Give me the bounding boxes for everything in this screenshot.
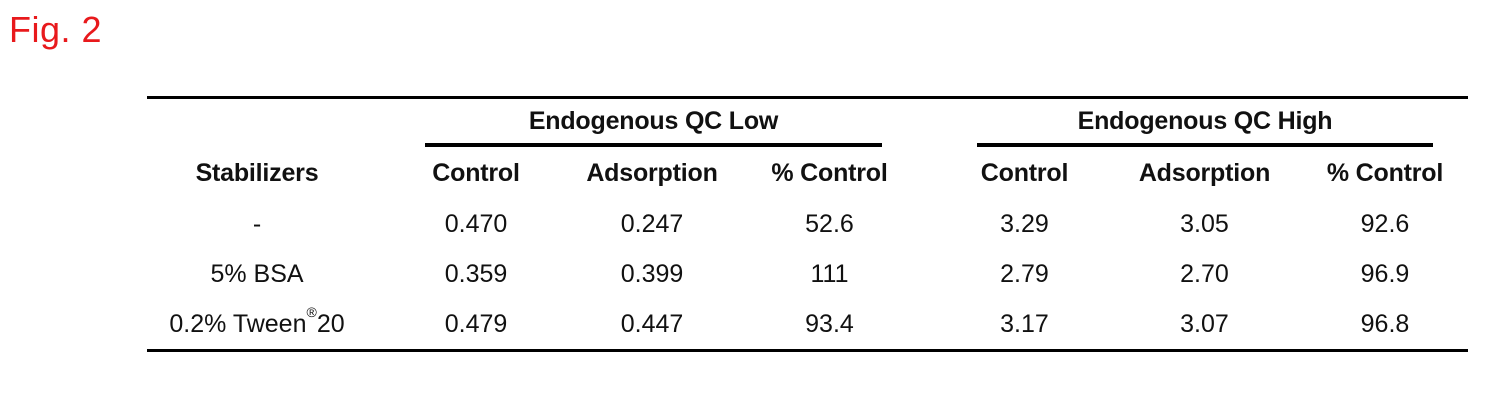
column-header-low-pct-control: % Control (771, 158, 888, 187)
cell-r2-low-adsorption: 0.399 (620, 259, 684, 288)
column-header-low-adsorption: Adsorption (586, 158, 718, 187)
cell-r3-low-control: 0.479 (444, 309, 508, 338)
stabilizer-text-part: 20 (316, 309, 345, 338)
group-header-endogenous-qc-low: Endogenous QC Low (425, 99, 882, 147)
cell-r1-high-adsorption: 3.05 (1180, 209, 1229, 238)
stabilizer-text-part: 0.2% Tween (169, 309, 307, 338)
cell-r1-stabilizer: - (252, 209, 262, 238)
column-header-high-pct-control: % Control (1326, 158, 1444, 187)
cell-r3-low-pct-control: 93.4 (805, 309, 854, 338)
column-header-stabilizers: Stabilizers (195, 158, 319, 187)
cell-r3-high-control: 3.17 (1000, 309, 1049, 338)
cell-r2-high-control: 2.79 (1000, 259, 1049, 288)
cell-r1-high-control: 3.29 (1000, 209, 1049, 238)
figure-label: Fig. 2 (9, 9, 103, 50)
cell-r2-low-control: 0.359 (444, 259, 508, 288)
column-header-high-adsorption: Adsorption (1138, 158, 1271, 187)
cell-r3-stabilizer: 0.2% Tween ® 20 (147, 299, 367, 349)
cell-r3-low-adsorption: 0.447 (620, 309, 684, 338)
cell-r1-low-control: 0.470 (444, 209, 508, 238)
data-table: Endogenous QC Low Endogenous QC High Sta… (147, 96, 1468, 352)
column-header-low-control: Control (432, 158, 520, 187)
cell-r2-stabilizer: 5% BSA (210, 259, 304, 288)
cell-r3-high-pct-control: 96.8 (1360, 309, 1410, 338)
cell-r2-high-adsorption: 2.70 (1180, 259, 1229, 288)
cell-r1-low-pct-control: 52.6 (805, 209, 854, 238)
cell-r2-low-pct-control: 111 (810, 259, 849, 288)
group-header-endogenous-qc-high: Endogenous QC High (977, 99, 1433, 147)
cell-r3-high-adsorption: 3.07 (1180, 309, 1229, 338)
registered-trademark-symbol: ® (306, 304, 317, 320)
cell-r2-high-pct-control: 96.9 (1360, 259, 1410, 288)
cell-r1-low-adsorption: 0.247 (620, 209, 684, 238)
cell-r1-high-pct-control: 92.6 (1360, 209, 1410, 238)
column-header-high-control: Control (980, 158, 1069, 187)
